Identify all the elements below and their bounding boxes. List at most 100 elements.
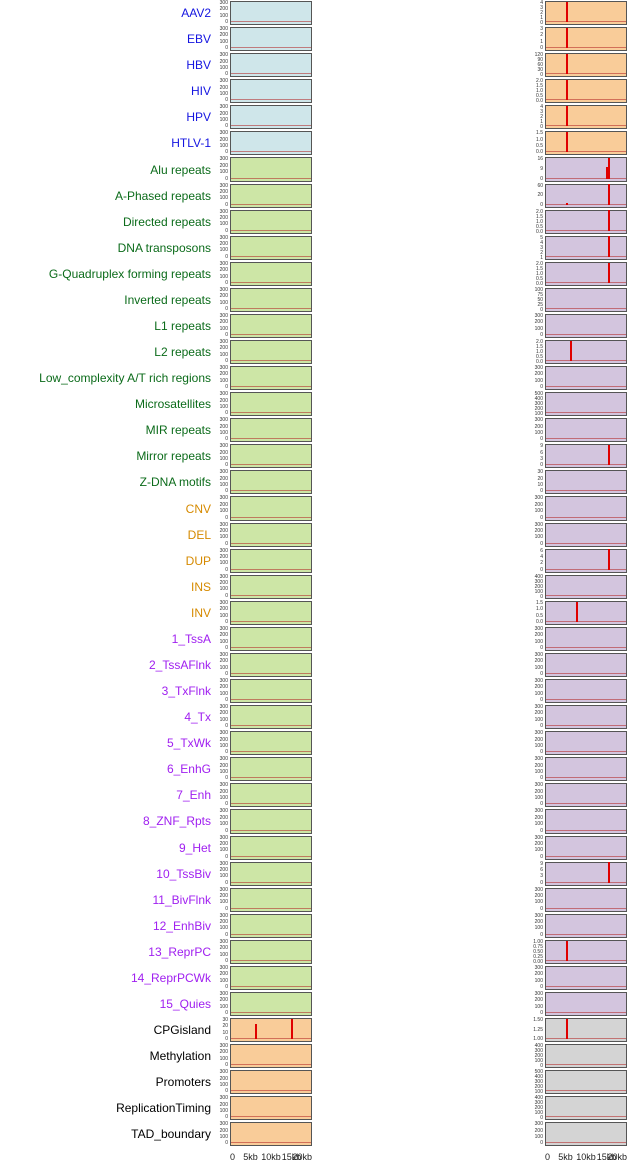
y-axis-ticks-hpv: 300 200 100 0 bbox=[215, 104, 229, 130]
signal-peak bbox=[608, 263, 610, 283]
track-plot-right-cnv bbox=[545, 496, 627, 520]
track-row-a-phased-repeats: A-Phased repeats 300 200 100 0 bbox=[0, 183, 315, 209]
row-label-tad-boundary: TAD_boundary bbox=[0, 1121, 215, 1147]
signal-peak bbox=[566, 941, 568, 961]
track-plot-left-12-enhbiv bbox=[230, 914, 312, 938]
y-axis-ticks-inv: 300 200 100 0 bbox=[215, 600, 229, 626]
y-axis-ticks-ebv: 300 200 100 0 bbox=[215, 26, 229, 52]
track-row-directed-repeats: Directed repeats 300 200 100 0 bbox=[0, 209, 315, 235]
row-label-inverted-repeats: Inverted repeats bbox=[0, 287, 215, 313]
track-row-dna-transposons: DNA transposons 300 200 100 0 bbox=[0, 235, 315, 261]
y-axis-ticks-hbv: 300 200 100 0 bbox=[215, 52, 229, 78]
y-axis-ticks-2-tssaflnk: 300 200 100 0 bbox=[530, 652, 544, 678]
track-plot-left-promoters bbox=[230, 1070, 312, 1094]
y-axis-ticks-a-phased-repeats: 300 200 100 0 bbox=[215, 183, 229, 209]
track-plot-left-ins bbox=[230, 575, 312, 599]
track-plot-left-5-txwk bbox=[230, 731, 312, 755]
track-row-inverted-repeats: Inverted repeats 300 200 100 0 bbox=[0, 287, 315, 313]
track-plot-left-aav2 bbox=[230, 1, 312, 25]
track-plot-left-hbv bbox=[230, 53, 312, 77]
track-plot-right-ins bbox=[545, 575, 627, 599]
x-axis-tick-label-5kb: 5kb bbox=[243, 1152, 258, 1162]
track-row-cpgisland: CPGisland1.501.251.00 bbox=[315, 1017, 630, 1043]
track-row-directed-repeats: Directed repeats2.01.51.00.50.0 bbox=[315, 209, 630, 235]
y-axis-ticks-g-quadruplex-forming-repeats: 2.0 1.5 1.0 0.5 0.0 bbox=[530, 261, 544, 287]
track-row-aav2: AAV2 300 200 100 0 bbox=[0, 0, 315, 26]
row-label-8-znf-rpts: 8_ZNF_Rpts bbox=[0, 808, 215, 834]
y-axis-ticks-htlv-1: 300 200 100 0 bbox=[215, 130, 229, 156]
signal-peak bbox=[566, 203, 568, 204]
track-plot-right-ebv bbox=[545, 27, 627, 51]
track-plot-right-methylation bbox=[545, 1044, 627, 1068]
row-label-15-quies: 15_Quies bbox=[0, 991, 215, 1017]
y-axis-ticks-replicationtiming: 400 300 200 100 0 bbox=[530, 1095, 544, 1121]
track-plot-right-a-phased-repeats bbox=[545, 184, 627, 208]
track-row-l2-repeats: L2 repeats2.01.51.00.50.0 bbox=[315, 339, 630, 365]
y-axis-ticks-l2-repeats: 2.0 1.5 1.0 0.5 0.0 bbox=[530, 339, 544, 365]
row-label-dup: DUP bbox=[0, 548, 215, 574]
track-plot-left-9-het bbox=[230, 836, 312, 860]
row-label-inv: INV bbox=[0, 600, 215, 626]
y-axis-ticks-l2-repeats: 300 200 100 0 bbox=[215, 339, 229, 365]
row-label-promoters: Promoters bbox=[0, 1069, 215, 1095]
track-row-hpv: HPV43210 bbox=[315, 104, 630, 130]
row-label-ins: INS bbox=[0, 574, 215, 600]
track-row-dup: DUP6420 bbox=[315, 548, 630, 574]
y-axis-ticks-z-dna-motifs: 300 200 100 0 bbox=[215, 469, 229, 495]
y-axis-ticks-8-znf-rpts: 300 200 100 0 bbox=[530, 808, 544, 834]
row-label-l1-repeats: L1 repeats bbox=[0, 313, 215, 339]
signal-peak bbox=[566, 1019, 568, 1039]
track-row-hbv: HBV1209060300 bbox=[315, 52, 630, 78]
track-plot-right-6-enhg bbox=[545, 757, 627, 781]
row-label-13-reprpc: 13_ReprPC bbox=[0, 939, 215, 965]
track-plot-right-z-dna-motifs bbox=[545, 470, 627, 494]
row-label-g-quadruplex-forming-repeats: G-Quadruplex forming repeats bbox=[0, 261, 215, 287]
track-plot-left-methylation bbox=[230, 1044, 312, 1068]
track-plot-right-14-reprpcwk bbox=[545, 966, 627, 990]
track-plot-left-del bbox=[230, 523, 312, 547]
track-row-inv: INV 300 200 100 0 bbox=[0, 600, 315, 626]
x-axis-tick-label-5kb: 5kb bbox=[558, 1152, 573, 1162]
y-axis-ticks-4-tx: 300 200 100 0 bbox=[530, 704, 544, 730]
track-row-ebv: EBV 300 200 100 0 bbox=[0, 26, 315, 52]
track-row-promoters: Promoters 300 200 100 0 bbox=[0, 1069, 315, 1095]
y-axis-ticks-12-enhbiv: 300 200 100 0 bbox=[215, 913, 229, 939]
y-axis-ticks-6-enhg: 300 200 100 0 bbox=[215, 756, 229, 782]
y-axis-ticks-microsatellites: 300 200 100 0 bbox=[215, 391, 229, 417]
row-label-5-txwk: 5_TxWk bbox=[0, 730, 215, 756]
track-plot-right-l2-repeats bbox=[545, 340, 627, 364]
track-row-alu-repeats: Alu repeats 300 200 100 0 bbox=[0, 156, 315, 182]
track-row-alu-repeats: Alu repeats1690 bbox=[315, 156, 630, 182]
row-label-3-txflnk: 3_TxFlnk bbox=[0, 678, 215, 704]
y-axis-ticks-del: 300 200 100 0 bbox=[530, 522, 544, 548]
y-axis-ticks-alu-repeats: 300 200 100 0 bbox=[215, 156, 229, 182]
y-axis-ticks-7-enh: 300 200 100 0 bbox=[215, 782, 229, 808]
row-label-alu-repeats: Alu repeats bbox=[0, 156, 215, 182]
x-axis-tick-label-0: 0 bbox=[230, 1152, 235, 1162]
track-plot-left-hiv bbox=[230, 79, 312, 103]
y-axis-ticks-a-phased-repeats: 60 20 0 bbox=[530, 183, 544, 209]
track-row-htlv-1: HTLV-11.51.00.50.0 bbox=[315, 130, 630, 156]
y-axis-ticks-12-enhbiv: 300 200 100 0 bbox=[530, 913, 544, 939]
track-plot-right-1-tssa bbox=[545, 627, 627, 651]
track-plot-right-directed-repeats bbox=[545, 210, 627, 234]
y-axis-ticks-methylation: 300 200 100 0 bbox=[215, 1043, 229, 1069]
signal-peak bbox=[608, 549, 610, 569]
track-plot-left-z-dna-motifs bbox=[230, 470, 312, 494]
track-plot-right-l1-repeats bbox=[545, 314, 627, 338]
y-axis-ticks-cnv: 300 200 100 0 bbox=[215, 495, 229, 521]
track-plot-left-dup bbox=[230, 549, 312, 573]
